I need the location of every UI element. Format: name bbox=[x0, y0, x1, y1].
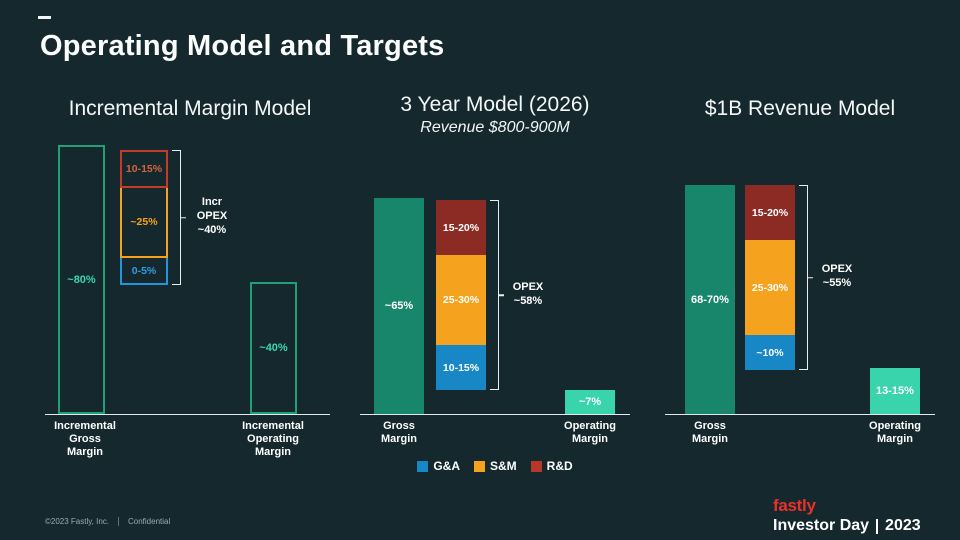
panel-title-3-year-model: 3 Year Model (2026) bbox=[400, 93, 590, 116]
segment-label: 15-20% bbox=[442, 221, 480, 234]
opex-bracket bbox=[799, 185, 808, 370]
incremental-opex-stack: 10-15% ~25% 0-5% bbox=[120, 150, 168, 285]
segment-label: ~25% bbox=[130, 216, 158, 228]
segment-label: ~10% bbox=[756, 346, 784, 359]
legend: G&A S&M R&D bbox=[360, 459, 630, 473]
opex-stack: 15-20% 25-30% ~10% bbox=[745, 185, 795, 370]
sm-segment: ~25% bbox=[120, 188, 168, 258]
x-axis bbox=[360, 414, 630, 415]
opex-bracket-label: OPEX ~58% bbox=[512, 281, 544, 307]
footer: ©2023 Fastly, Inc. Confidential bbox=[45, 517, 170, 526]
incremental-operating-margin-bar: ~40% bbox=[250, 282, 297, 414]
axis-label-incremental-gross-margin: Incremental Gross Margin bbox=[54, 420, 116, 459]
brand-block: fastly Investor Day 2023 bbox=[773, 496, 921, 535]
sm-segment: 25-30% bbox=[436, 255, 486, 345]
x-axis bbox=[45, 414, 330, 415]
event-divider bbox=[876, 518, 879, 534]
opex-bracket bbox=[490, 200, 499, 390]
axis-label-incremental-operating-margin: Incremental Operating Margin bbox=[242, 420, 304, 459]
bar-value-label: 13-15% bbox=[876, 385, 914, 397]
segment-label: 15-20% bbox=[751, 206, 789, 219]
segment-label: 10-15% bbox=[125, 163, 163, 175]
slide-title: Operating Model and Targets bbox=[40, 30, 445, 62]
rd-segment: 15-20% bbox=[436, 200, 486, 255]
axis-label-operating-margin: Operating Margin bbox=[564, 420, 616, 446]
bar-value-label: 68-70% bbox=[691, 293, 729, 306]
rd-color-swatch bbox=[530, 460, 542, 472]
bar-value-label: ~7% bbox=[578, 396, 602, 408]
footer-divider bbox=[118, 517, 119, 526]
event-name: Investor Day bbox=[773, 517, 870, 534]
bar-value-label: ~40% bbox=[259, 342, 288, 354]
legend-item-ga: G&A bbox=[417, 459, 460, 473]
legend-item-rd: R&D bbox=[530, 459, 573, 473]
panel-title-incremental-margin-model: Incremental Margin Model bbox=[68, 97, 312, 120]
slide-accent-mark bbox=[38, 16, 51, 19]
opex-bracket-label: Incr OPEX ~40% bbox=[196, 196, 228, 236]
gross-margin-bar: 68-70% bbox=[685, 185, 735, 414]
operating-margin-bar: ~7% bbox=[565, 390, 615, 414]
panel-title-1b-revenue-model: $1B Revenue Model bbox=[704, 97, 896, 120]
opex-bracket-label: OPEX ~55% bbox=[821, 263, 853, 289]
legend-label: S&M bbox=[490, 459, 517, 473]
legend-label: R&D bbox=[546, 459, 573, 473]
bar-value-label: ~65% bbox=[384, 300, 414, 312]
axis-label-gross-margin: Gross Margin bbox=[380, 420, 418, 446]
segment-label: 25-30% bbox=[751, 281, 789, 294]
legend-item-sm: S&M bbox=[474, 459, 517, 473]
ga-segment: 10-15% bbox=[436, 345, 486, 390]
operating-margin-bar: 13-15% bbox=[870, 368, 920, 414]
ga-segment: ~10% bbox=[745, 335, 795, 370]
event-year: 2023 bbox=[885, 517, 921, 534]
opex-bracket bbox=[172, 150, 181, 285]
confidential-text: Confidential bbox=[128, 517, 171, 526]
rd-segment: 10-15% bbox=[120, 150, 168, 188]
rd-segment: 15-20% bbox=[745, 185, 795, 240]
bar-value-label: ~80% bbox=[67, 273, 96, 286]
copyright-text: ©2023 Fastly, Inc. bbox=[45, 517, 109, 526]
sm-segment: 25-30% bbox=[745, 240, 795, 335]
x-axis bbox=[665, 414, 935, 415]
legend-label: G&A bbox=[433, 459, 460, 473]
event-line: Investor Day 2023 bbox=[773, 517, 921, 535]
panel-subtitle-revenue: Revenue $800-900M bbox=[420, 119, 570, 136]
axis-label-operating-margin: Operating Margin bbox=[869, 420, 921, 446]
ga-color-swatch bbox=[417, 460, 429, 472]
axis-label-gross-margin: Gross Margin bbox=[691, 420, 729, 446]
segment-label: 0-5% bbox=[131, 264, 157, 277]
ga-segment: 0-5% bbox=[120, 258, 168, 285]
segment-label: 10-15% bbox=[442, 361, 480, 374]
opex-stack: 15-20% 25-30% 10-15% bbox=[436, 200, 486, 390]
incremental-gross-margin-bar: ~80% bbox=[58, 145, 105, 414]
sm-color-swatch bbox=[474, 460, 485, 472]
gross-margin-bar: ~65% bbox=[374, 198, 424, 414]
segment-label: 25-30% bbox=[442, 294, 480, 306]
fastly-logo: fastly bbox=[773, 496, 816, 515]
